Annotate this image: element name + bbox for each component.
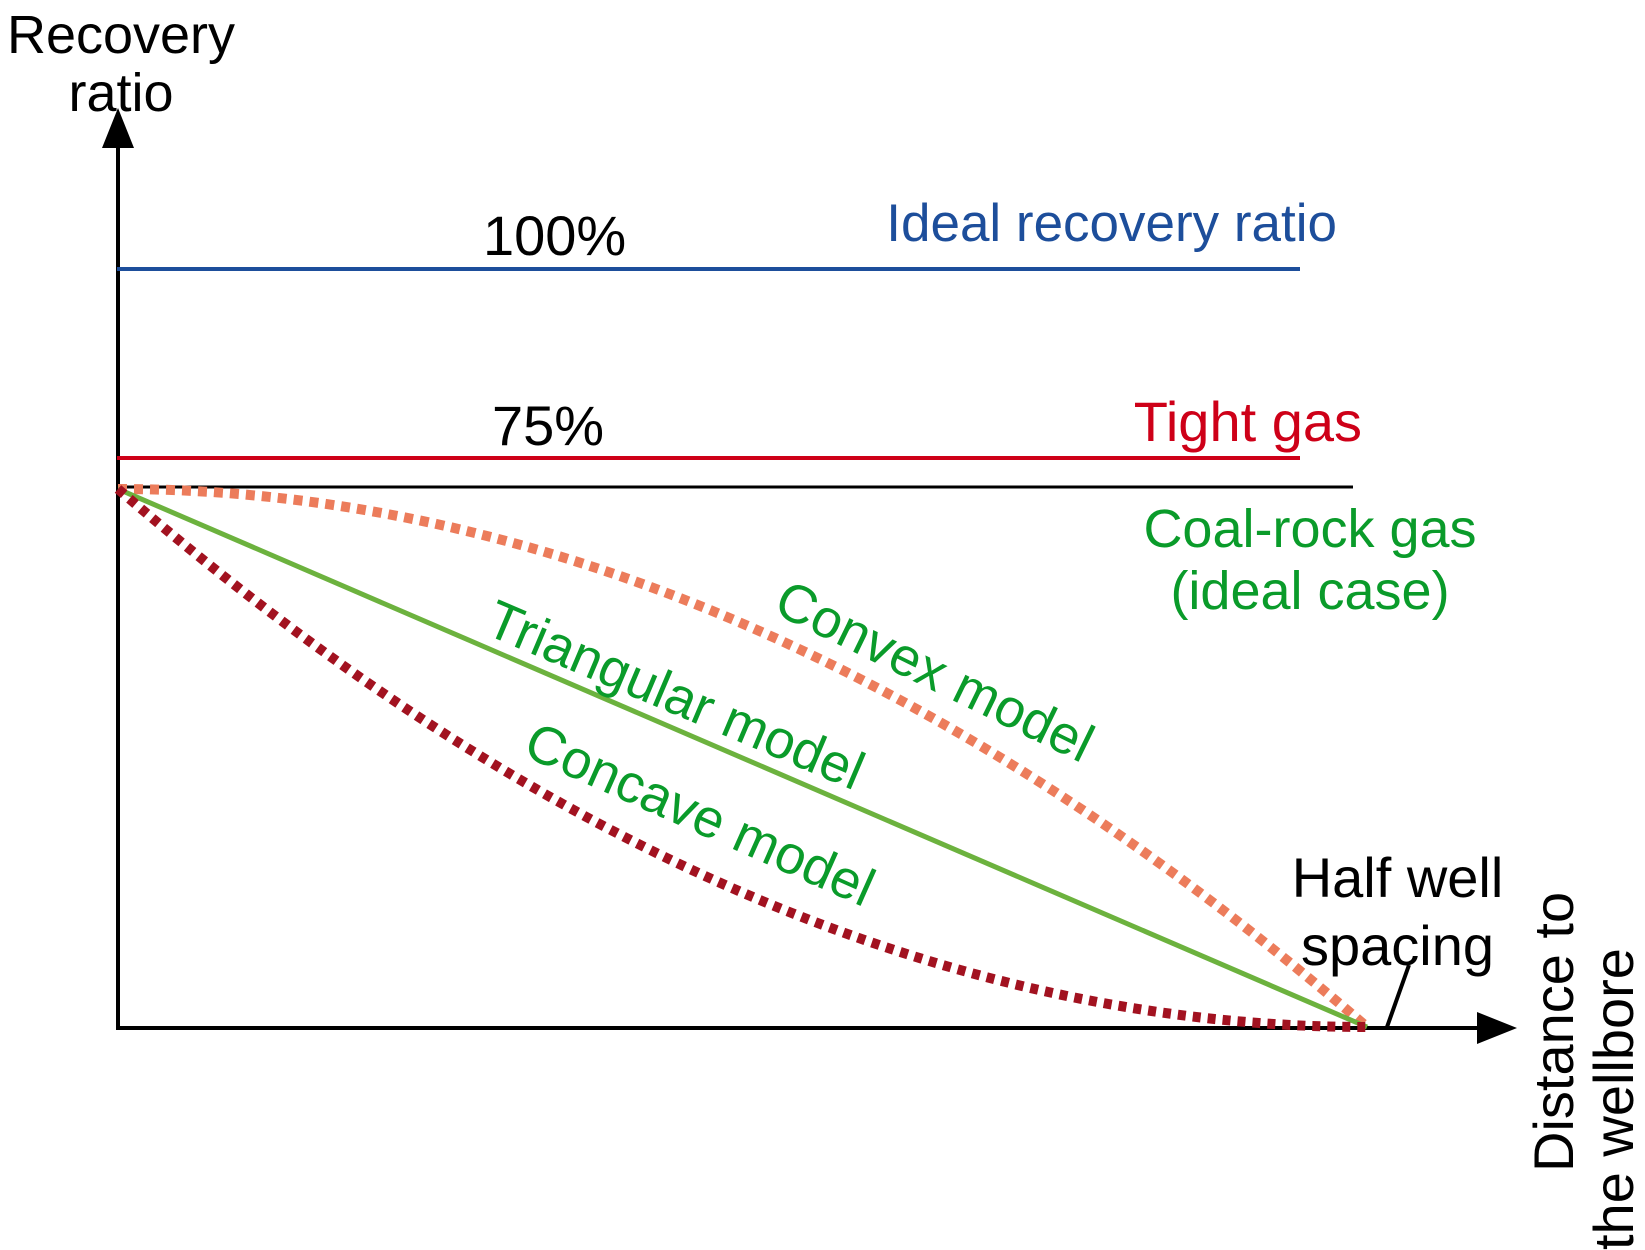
label-coal-rock-gas: Coal-rock gas (ideal case) (1135, 498, 1485, 622)
y-axis-arrowhead (102, 108, 134, 148)
label-coal-rock-gas-line1: Coal-rock gas (1143, 499, 1477, 559)
label-100-percent: 100% (483, 204, 627, 267)
y-axis-title: Recovery ratio (0, 6, 242, 122)
concave-model-curve (114, 485, 1368, 1032)
half-well-spacing-tick (1385, 964, 1411, 1028)
label-half-well-spacing: Half well spacing (1275, 844, 1520, 980)
x-axis-arrowhead (1477, 1012, 1517, 1044)
y-axis-title-line2: ratio (68, 63, 174, 123)
x-axis-title-line2: the wellbore (1582, 948, 1645, 1250)
label-75-percent: 75% (492, 394, 605, 457)
x-axis-title-line1: Distance to (1522, 891, 1585, 1172)
label-half-well-spacing-line1: Half well (1291, 846, 1504, 909)
label-half-well-spacing-line2: spacing (1300, 914, 1495, 977)
label-ideal-recovery-ratio: Ideal recovery ratio (886, 194, 1337, 253)
convex-model-curve (117, 484, 1371, 1031)
label-tight-gas: Tight gas (1133, 390, 1362, 453)
diagram-canvas (102, 108, 1517, 1044)
label-coal-rock-gas-line2: (ideal case) (1170, 561, 1450, 621)
y-axis-title-line1: Recovery (6, 5, 236, 65)
triangular-model-curve (117, 486, 1368, 1030)
